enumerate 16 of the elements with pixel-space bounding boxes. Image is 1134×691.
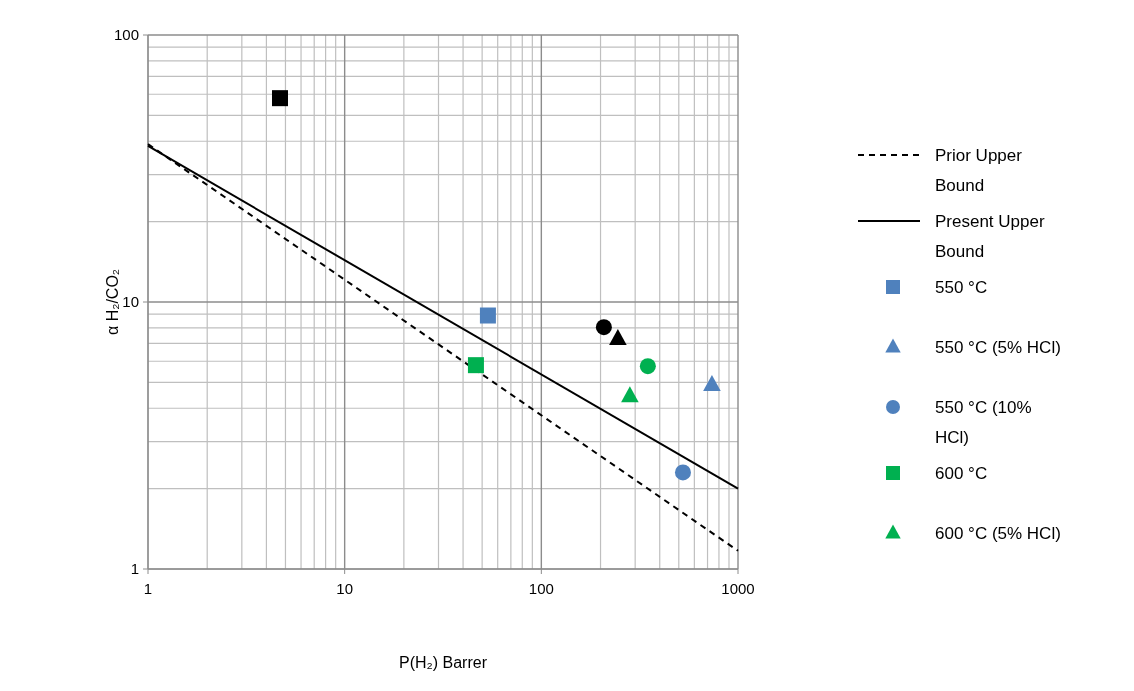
- x-axis-title: P(H₂) Barrer: [399, 654, 488, 671]
- y-tick-label: 10: [122, 293, 139, 310]
- x-tick-label: 1: [143, 580, 153, 597]
- x-tick-label: 10: [336, 580, 354, 597]
- legend-label: 550 °C (5% HCl): [935, 338, 1061, 357]
- y-axis-title: α H₂/CO₂: [104, 268, 121, 336]
- y-tick-label: 100: [113, 26, 139, 43]
- legend-label: 550 °C (10% HCl): [935, 398, 1032, 447]
- legend-label: 600 °C (5% HCl): [935, 524, 1061, 543]
- x-tick-label: 1000: [721, 580, 755, 597]
- legend-label: 600 °C: [935, 464, 988, 483]
- legend-label: 550 °C: [935, 278, 988, 297]
- x-tick-label: 100: [528, 580, 554, 597]
- legend-label: Prior Upper Bound: [935, 146, 1023, 195]
- legend-label: Present Upper Bound: [935, 212, 1045, 261]
- y-tick-label: 1: [130, 560, 139, 577]
